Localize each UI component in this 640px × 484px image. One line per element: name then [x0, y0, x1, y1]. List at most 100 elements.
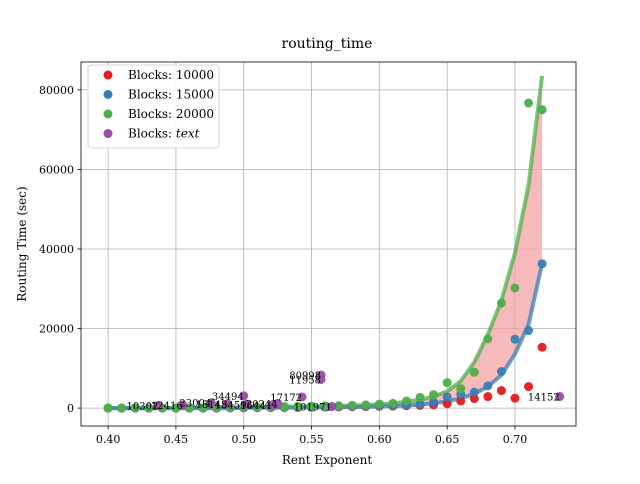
data-point [510, 283, 520, 293]
data-point [510, 393, 520, 403]
legend-marker [103, 70, 113, 80]
legend-label-text: Blocks: [128, 127, 176, 141]
data-point [469, 387, 479, 397]
x-tick-label: 0.45 [164, 433, 189, 446]
data-point [537, 105, 547, 115]
data-point [171, 403, 181, 413]
x-tick-label: 0.50 [231, 433, 256, 446]
data-point [401, 396, 411, 406]
point-annotation: 15145 [196, 400, 228, 411]
plot-frame [80, 61, 577, 427]
legend-box [87, 64, 220, 149]
data-point [144, 403, 154, 413]
data-point [297, 392, 307, 402]
data-point [510, 334, 520, 344]
point-annotation: 18459 [215, 400, 247, 411]
data-point [307, 401, 317, 411]
x-axis-ticks: 0.40 0.45 0.50 0.55 0.60 0.65 0.70 [96, 426, 527, 446]
data-point [252, 402, 262, 412]
point-annotation: 23004 [179, 399, 211, 410]
y-tick-label: 0 [67, 402, 74, 415]
data-point [456, 384, 466, 394]
data-point [388, 398, 398, 408]
point-annotation: 10302 [126, 402, 158, 413]
data-point [293, 401, 303, 411]
data-point [469, 394, 479, 404]
x-tick-label: 0.40 [96, 433, 121, 446]
data-point [361, 400, 371, 410]
data-point [429, 397, 439, 407]
data-point [178, 400, 188, 410]
data-point [103, 403, 113, 413]
data-point [429, 390, 439, 400]
data-point [483, 381, 493, 391]
point-annotation: 80998 [289, 371, 321, 382]
data-point [537, 259, 547, 269]
x-tick-label: 0.65 [435, 433, 460, 446]
point-annotation: 20244 [246, 399, 278, 410]
data-point [206, 398, 216, 408]
data-point [524, 98, 534, 108]
data-point [442, 378, 452, 388]
data-point [279, 402, 289, 412]
data-point [347, 400, 357, 410]
legend-marker [103, 109, 113, 119]
point-annotation: 17172 [270, 393, 302, 404]
data-point [184, 403, 194, 413]
data-point [483, 392, 493, 402]
data-point [415, 392, 425, 402]
data-point [496, 298, 506, 308]
data-point [524, 326, 534, 336]
chart-title: routing_time [282, 36, 373, 52]
x-tick-label: 0.55 [299, 433, 324, 446]
data-point [524, 382, 534, 392]
data-point [327, 402, 337, 412]
data-points [103, 98, 565, 413]
data-point [442, 399, 452, 409]
y-tick-label: 40000 [39, 243, 74, 256]
y-tick-label: 20000 [39, 323, 74, 336]
data-point [316, 374, 326, 384]
data-point [153, 401, 163, 411]
point-annotation: 34494 [212, 392, 244, 403]
data-point [222, 399, 232, 409]
legend-label: Blocks: 20000 [128, 107, 214, 121]
legend-marker [103, 129, 113, 138]
data-point [198, 403, 208, 413]
data-point [496, 366, 506, 376]
y-axis-ticks: 0 20000 40000 60000 80000 [39, 84, 81, 415]
point-annotation: 101971 [294, 403, 332, 414]
point-annotation: 14152 [528, 393, 560, 404]
data-point [456, 396, 466, 406]
legend: Blocks: 10000 Blocks: 15000 Blocks: 20000 B… [87, 64, 220, 149]
y-axis-label: Routing Time (sec) [15, 186, 29, 301]
data-point [239, 391, 249, 401]
data-point [442, 392, 452, 402]
data-point [555, 392, 565, 402]
legend-marker [103, 90, 113, 99]
data-point [415, 399, 425, 409]
data-point [267, 400, 277, 410]
y-tick-label: 60000 [39, 163, 74, 176]
legend-label: Blocks: 15000 [128, 88, 214, 102]
data-point [117, 403, 127, 413]
x-tick-label: 0.60 [367, 433, 392, 446]
legend-label: Blocks: 10000 [128, 68, 214, 82]
data-point [320, 401, 330, 411]
data-point [334, 401, 344, 411]
y-tick-label: 80000 [39, 84, 74, 97]
data-point [469, 367, 479, 377]
series-3-points [103, 98, 547, 413]
data-point [483, 334, 493, 344]
data-point [241, 399, 251, 409]
legend-label-math: text [176, 127, 200, 141]
data-point [130, 403, 140, 413]
data-point [374, 399, 384, 409]
series-4-points [153, 370, 565, 412]
data-point [537, 342, 547, 352]
point-annotation: 12416 [151, 401, 183, 412]
point-annotation: 16441 [240, 401, 272, 412]
